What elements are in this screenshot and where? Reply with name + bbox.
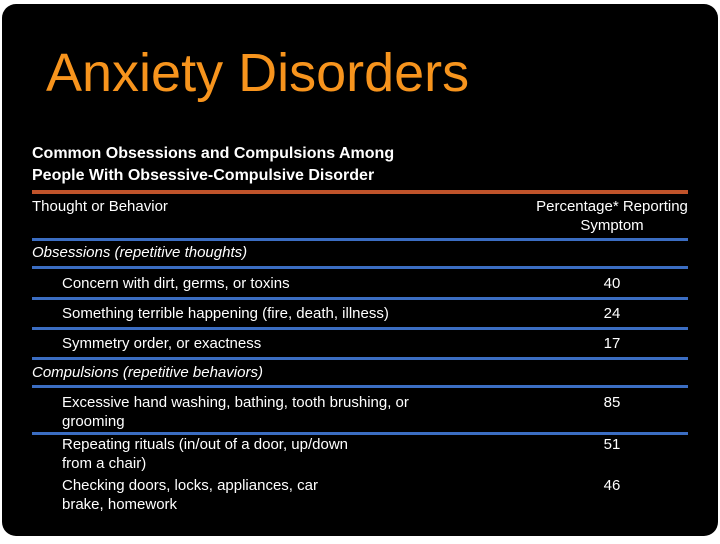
row-label: Excessive hand washing, bathing, tooth b… <box>62 394 409 430</box>
row-label: Symmetry order, or exactness <box>62 335 262 352</box>
caption: Common Obsessions and Compulsions Among <box>32 145 395 162</box>
divider <box>32 385 688 388</box>
divider <box>32 357 688 360</box>
divider <box>32 327 688 330</box>
divider <box>32 238 688 241</box>
divider <box>32 297 688 300</box>
row-value: 40 <box>603 275 621 292</box>
caption: People With Obsessive-Compulsive Disorde… <box>32 167 375 184</box>
section-label: Obsessions (repetitive thoughts) <box>32 244 248 261</box>
divider <box>32 266 688 269</box>
column-header: Thought or Behavior <box>32 198 168 215</box>
divider <box>32 190 688 194</box>
slide: Anxiety Disorders Common Obsessions and … <box>2 4 718 536</box>
row-label: Repeating rituals (in/out of a door, up/… <box>62 436 349 472</box>
row-label: Checking doors, locks, appliances, car b… <box>62 477 318 513</box>
row-value: 85 <box>603 394 621 411</box>
divider <box>32 432 688 435</box>
row-value: 51 <box>603 436 621 453</box>
row-label: Concern with dirt, germs, or toxins <box>62 275 290 292</box>
row-label: Something terrible happening (fire, deat… <box>62 305 389 322</box>
row-value: 46 <box>603 477 621 494</box>
row-value: 24 <box>603 305 621 322</box>
slide-title: Anxiety Disorders <box>46 43 470 103</box>
row-value: 17 <box>603 335 621 352</box>
section-label: Compulsions (repetitive behaviors) <box>32 364 263 381</box>
column-header: Percentage* Reporting Symptom <box>536 198 688 234</box>
